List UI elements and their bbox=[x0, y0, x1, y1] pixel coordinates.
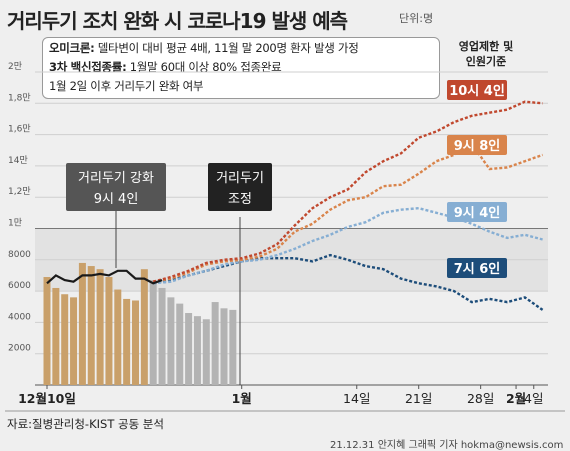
bar-projected bbox=[185, 313, 193, 385]
bar-actual bbox=[140, 269, 148, 385]
y-tick-label: 4000 bbox=[8, 312, 31, 322]
annotation-box-adjust bbox=[208, 163, 272, 211]
x-tick-label: 28일 bbox=[467, 391, 494, 406]
bar-actual bbox=[70, 297, 78, 385]
bar-actual bbox=[61, 294, 69, 385]
series-label: 7시 6인 bbox=[454, 261, 501, 277]
info-line-2-label: 3차 백신접종률: bbox=[49, 60, 127, 74]
x-tick-label: 21일 bbox=[405, 391, 432, 406]
bar-actual bbox=[43, 277, 51, 385]
info-box: 오미크론: 델타변이 대비 평균 4배, 11월 말 200명 환자 발생 가정… bbox=[42, 37, 440, 99]
series-label-box bbox=[447, 202, 507, 222]
actual-line bbox=[46, 269, 163, 285]
legend-title-line-2: 인원기준 bbox=[465, 55, 507, 68]
info-line-3: 1월 2일 이후 거리두기 완화 여부 bbox=[49, 79, 204, 93]
y-tick-label: 2만 bbox=[8, 61, 22, 72]
info-line-2: 3차 백신접종률: 1월말 60대 이상 80% 접종완료 bbox=[49, 58, 433, 77]
credit-text: 21.12.31 안지혜 그래픽 기자 hokma@newsis.com bbox=[330, 440, 564, 451]
series-line-10-4 bbox=[152, 100, 543, 283]
source-text: 자료:질병관리청-KIST 공동 분석 bbox=[7, 417, 164, 431]
bar-projected bbox=[167, 297, 175, 385]
series-label-box bbox=[447, 135, 507, 155]
annotation-adjust-line-2: 조정 bbox=[228, 192, 252, 207]
page-title: 거리두기 조치 완화 시 코로나19 발생 예측 bbox=[7, 9, 348, 33]
x-tick-label: 14일 bbox=[343, 391, 370, 406]
info-line-1: 오미크론: 델타변이 대비 평균 4배, 11월 말 200명 환자 발생 가정 bbox=[49, 39, 433, 58]
x-tick-label: 4일 bbox=[524, 391, 543, 406]
x-tick-label: 2월 bbox=[506, 391, 526, 406]
y-tick-label: 1,8만 bbox=[8, 92, 31, 103]
series-line-9-4 bbox=[153, 206, 543, 285]
y-tick-label: 8000 bbox=[8, 250, 31, 260]
bar-actual bbox=[87, 266, 95, 385]
bar-actual bbox=[132, 300, 139, 385]
series-label: 9시 4인 bbox=[454, 205, 501, 221]
bar-actual bbox=[52, 287, 60, 385]
y-tick-label: 2000 bbox=[8, 344, 31, 354]
x-tick-label: 1월 bbox=[232, 391, 252, 406]
y-tick-label: 14만 bbox=[8, 155, 28, 166]
bar-projected bbox=[229, 309, 237, 385]
x-tick-label: 12월10일 bbox=[18, 391, 76, 406]
bar-actual bbox=[114, 289, 122, 385]
bar-actual bbox=[123, 298, 131, 385]
info-line-2-text: 1월말 60대 이상 80% 접종완료 bbox=[126, 60, 282, 74]
y-tick-label: 6000 bbox=[8, 281, 31, 291]
bar-projected bbox=[193, 316, 201, 385]
info-line-1-text: 델타변이 대비 평균 4배, 11월 말 200명 환자 발생 가정 bbox=[94, 41, 359, 55]
bar-projected bbox=[202, 319, 210, 385]
bar-projected bbox=[158, 287, 166, 385]
bar-actual bbox=[105, 277, 113, 385]
bar-projected bbox=[211, 302, 219, 385]
bar-projected bbox=[220, 308, 228, 385]
legend-title-line-1: 영업제한 및 bbox=[458, 40, 514, 53]
bar-actual bbox=[96, 269, 104, 385]
y-tick-label: 1만 bbox=[8, 218, 22, 229]
bar-projected bbox=[176, 303, 184, 385]
unit-label: 단위:명 bbox=[399, 12, 434, 25]
series-line-9-8 bbox=[152, 142, 544, 283]
y-tick-label: 1,6만 bbox=[8, 124, 31, 135]
annotation-strong-line-2: 9시 4인 bbox=[94, 192, 139, 207]
info-line-1-label: 오미크론: bbox=[49, 41, 95, 55]
annotation-strong-line-1: 거리두기 강화 bbox=[78, 171, 154, 186]
series-label: 9시 8인 bbox=[454, 138, 501, 154]
annotation-adjust-line-1: 거리두기 bbox=[216, 171, 264, 186]
annotation-box-strong bbox=[66, 163, 166, 211]
series-label-box bbox=[447, 258, 507, 278]
bar-actual bbox=[78, 262, 86, 385]
y-tick-label: 1,2만 bbox=[8, 186, 31, 197]
legend-title: 영업제한 및 인원기준 bbox=[446, 39, 526, 69]
bar-projected bbox=[149, 280, 157, 385]
series-label: 10시 4인 bbox=[449, 83, 505, 99]
series-label-box bbox=[447, 80, 507, 100]
